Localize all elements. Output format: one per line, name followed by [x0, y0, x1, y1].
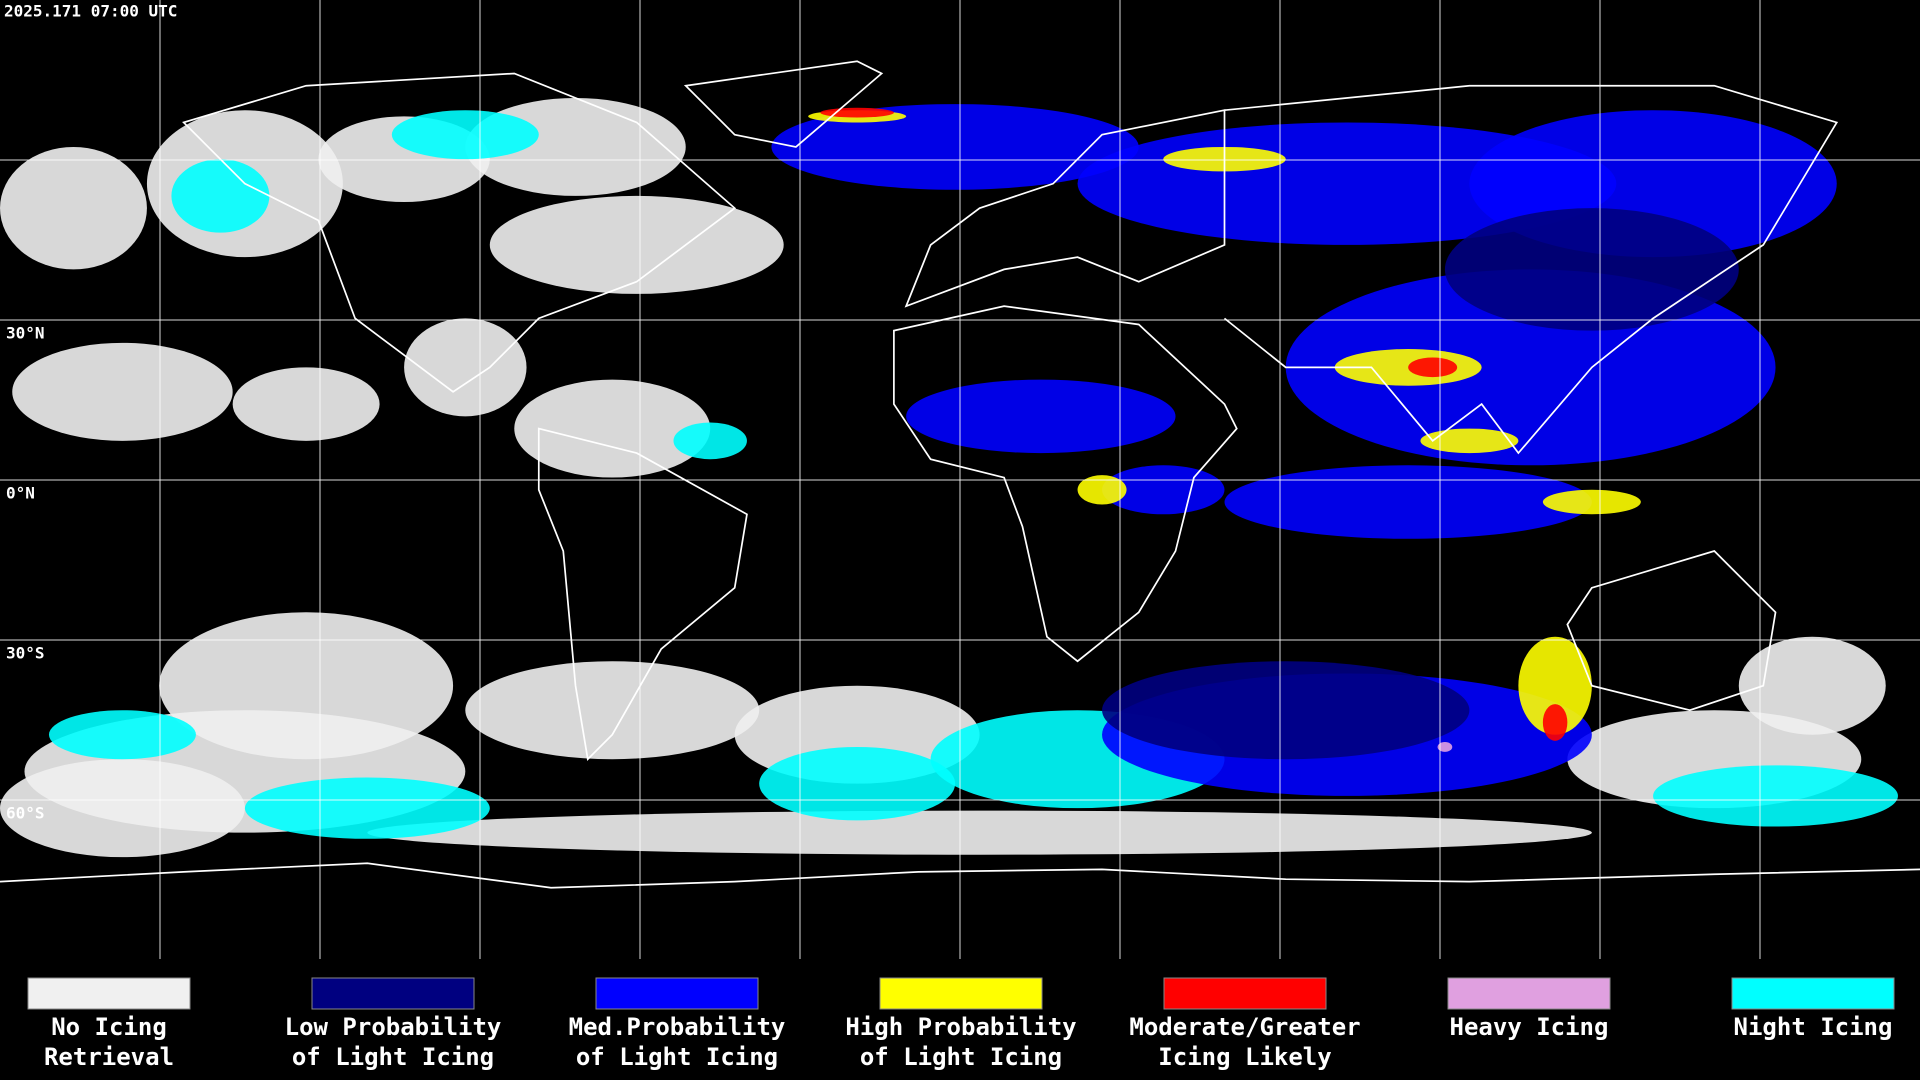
icing-patch [232, 367, 380, 441]
icing-patch [1408, 357, 1458, 378]
icing-patch [1224, 465, 1592, 539]
north-america-outline [182, 72, 737, 393]
icing-patch [465, 661, 760, 760]
icing-patch [1077, 475, 1127, 505]
legend-swatch [311, 977, 475, 1010]
legend-label: Night Icing [1734, 1013, 1893, 1041]
latitude-label: 30°N [6, 324, 45, 343]
legend-swatch [27, 977, 191, 1010]
africa-outline [893, 305, 1238, 663]
icing-patch [1518, 636, 1592, 735]
icing-patch [391, 110, 539, 160]
icing-patch [244, 777, 490, 839]
south-america-outline [537, 427, 748, 761]
legend-label: Heavy Icing [1450, 1013, 1609, 1041]
legend-swatch [1731, 977, 1895, 1010]
australia-outline [1566, 550, 1777, 712]
icing-patch [673, 422, 747, 460]
legend-label: Icing Likely [1158, 1043, 1331, 1071]
icing-patch [171, 159, 270, 233]
icing-patch [1102, 661, 1470, 760]
icing-patch [0, 146, 147, 270]
asia-outline [1223, 84, 1839, 455]
latitude-label: 0°N [6, 484, 35, 503]
legend-label: High Probability [845, 1013, 1076, 1041]
icing-patch [1420, 428, 1519, 454]
legend-swatch [1163, 977, 1327, 1010]
legend-label: Med.Probability [569, 1013, 786, 1041]
icing-patch [367, 810, 1592, 855]
icing-patch [906, 379, 1176, 454]
legend-label: Retrieval [44, 1043, 174, 1071]
icing-patch [1437, 742, 1453, 752]
timestamp: 2025.171 07:00 UTC [4, 2, 177, 21]
latitude-label: 60°S [6, 804, 45, 823]
icing-patch [514, 379, 711, 478]
icing-patch [12, 342, 233, 441]
graticule: 30°N 0°N 30°S 60°S [0, 0, 1920, 959]
antarctica-outline [0, 862, 1920, 889]
icing-patch [1653, 765, 1898, 827]
icing-patch [48, 710, 196, 760]
legend-label: of Light Icing [860, 1043, 1062, 1071]
legend-label: of Light Icing [292, 1043, 494, 1071]
legend-swatch [879, 977, 1043, 1010]
icing-patch [1444, 208, 1739, 331]
legend-swatch [1447, 977, 1611, 1010]
icing-patch [404, 318, 527, 417]
legend-label: No Icing [51, 1013, 167, 1041]
legend-label: of Light Icing [576, 1043, 778, 1071]
icing-patch [1738, 636, 1886, 735]
coastlines [0, 60, 1920, 889]
icing-patch [1542, 489, 1641, 515]
legend-label: Moderate/Greater [1129, 1013, 1360, 1041]
icing-patch [0, 759, 245, 858]
icing-patch [759, 746, 956, 821]
greenland-outline [683, 60, 884, 148]
icing-patch [1542, 704, 1568, 741]
icing-patch [489, 195, 784, 294]
latitude-label: 30°S [6, 644, 45, 663]
icing-patch [771, 104, 1139, 190]
legend-swatch [595, 977, 759, 1010]
legend-label: Low Probability [285, 1013, 502, 1041]
